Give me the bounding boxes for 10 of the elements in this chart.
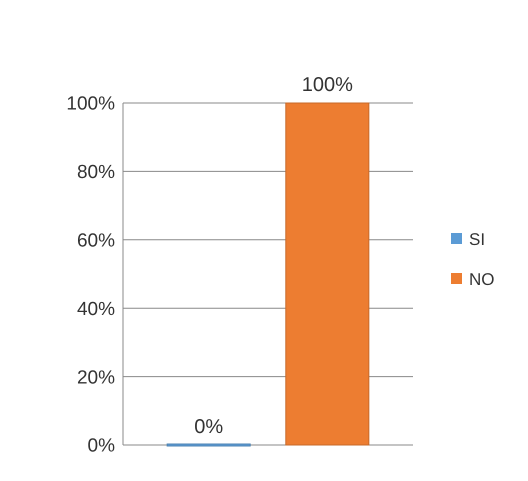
y-tick-label: 0%: [88, 436, 116, 457]
y-tick-label: 100%: [66, 94, 116, 115]
y-tick-label: 80%: [76, 162, 116, 184]
data-label: 100%: [302, 74, 354, 96]
legend-label: NO: [469, 270, 494, 289]
data-label: 0%: [194, 416, 224, 438]
y-tick-label: 20%: [76, 367, 116, 388]
legend-label: SI: [469, 230, 486, 249]
y-tick-label: 40%: [76, 298, 116, 320]
y-tick-label: 60%: [76, 230, 116, 252]
